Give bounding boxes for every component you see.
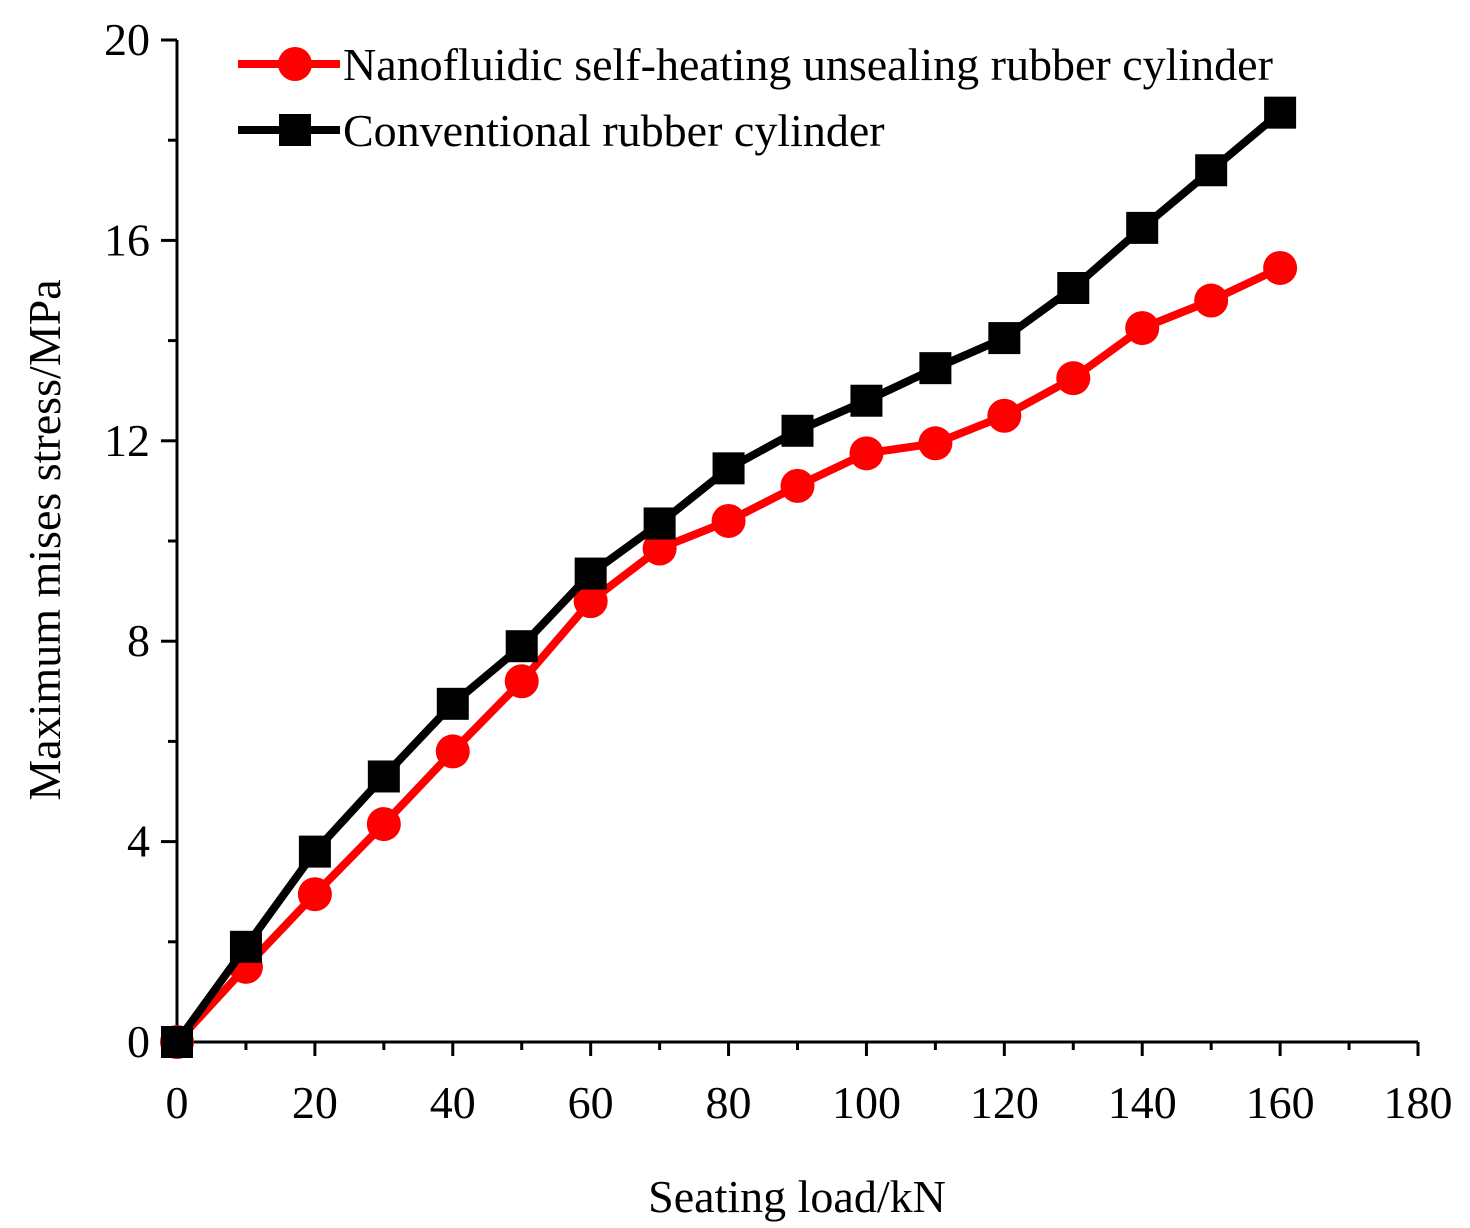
legend-marker [279,114,311,146]
legend-item: Nanofluidic self-heating unsealing rubbe… [238,39,1273,90]
y-tick-label: 4 [127,816,150,867]
x-tick-label: 20 [292,1077,338,1128]
x-tick-label: 0 [166,1077,189,1128]
data-point [711,503,746,538]
series-line [174,264,1282,1045]
data-point [161,1026,193,1058]
data-point [366,807,401,842]
y-tick-label: 8 [127,615,150,666]
x-tick-label: 140 [1108,1077,1177,1128]
data-point [919,352,952,385]
data-point [780,468,815,503]
data-point [1125,311,1160,346]
data-point [988,322,1021,355]
data-point [298,835,331,868]
data-point [297,877,332,912]
data-point [1057,271,1090,304]
series-line [173,109,1283,1045]
x-tick-label: 60 [568,1077,614,1128]
legend-label: Conventional rubber cylinder [343,105,885,156]
data-point [849,436,884,471]
y-tick-label: 12 [104,415,150,466]
ticks: 0 20 40 60 80 100 120 140 160 180 0 4 8 12 16 20 [104,14,1453,1128]
axis-titles: Seating load/kN Maximum mises stress/MPa [19,279,946,1222]
axes [175,40,1418,1044]
x-tick-label: 180 [1384,1077,1453,1128]
y-axis-title: Maximum mises stress/MPa [19,279,70,800]
x-tick-label: 80 [706,1077,752,1128]
data-point [918,426,953,461]
data-point [987,398,1022,433]
data-point [1194,283,1229,318]
y-tick-label: 20 [104,14,150,65]
data-point [643,507,676,540]
data-point [573,584,608,619]
legend: Nanofluidic self-heating unsealing rubbe… [238,39,1273,156]
data-point [1126,211,1159,244]
series-nanofluidic [160,250,1298,1059]
data-point [1195,154,1228,187]
series [160,96,1298,1059]
y-tick-label: 16 [104,214,150,265]
data-point [642,531,677,566]
data-point [436,687,469,720]
data-point [712,452,745,485]
data-point [1056,361,1091,396]
data-point [504,664,539,699]
data-point [229,930,262,963]
x-tick-label: 120 [970,1077,1039,1128]
data-point [435,734,470,769]
x-tick-label: 160 [1246,1077,1315,1128]
legend-label: Nanofluidic self-heating unsealing rubbe… [343,39,1273,90]
data-point [781,414,814,447]
data-point [505,630,538,663]
legend-marker [278,47,312,81]
data-point [574,557,607,590]
data-point [1263,250,1298,285]
x-tick-label: 40 [430,1077,476,1128]
data-point [1264,96,1297,129]
series-conventional [161,96,1297,1058]
data-point [367,760,400,793]
data-point [850,384,883,417]
x-axis-title: Seating load/kN [648,1171,946,1222]
x-tick-label: 100 [832,1077,901,1128]
y-tick-label: 0 [127,1016,150,1067]
legend-item: Conventional rubber cylinder [238,105,885,156]
